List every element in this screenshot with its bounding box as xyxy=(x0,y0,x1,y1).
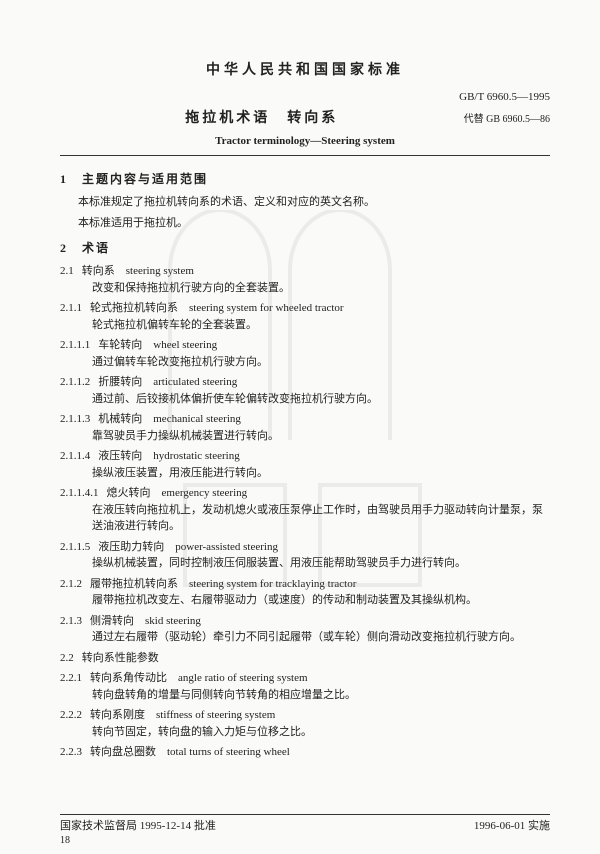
entry-number: 2.1.1.4 xyxy=(60,450,90,462)
term-entry: 2.2.3 转向盘总圈数 total turns of steering whee… xyxy=(60,744,550,761)
entry-term: 液压转向 hydrostatic steering xyxy=(98,450,239,462)
document-page: 中华人民共和国国家标准 GB/T 6960.5—1995 拖拉机术语 转向系 代… xyxy=(0,0,600,854)
term-entry: 2.2.1 转向系角传动比 angle ratio of steering sys… xyxy=(60,670,550,703)
entry-definition: 靠驾驶员手力操纵机械装置进行转向。 xyxy=(92,428,550,445)
entry-number: 2.1.1 xyxy=(60,302,82,314)
entry-definition: 通过左右履带（驱动轮）牵引力不同引起履带（或车轮）侧向滑动改变拖拉机行驶方向。 xyxy=(92,629,550,646)
entry-definition: 通过前、后铰接机体偏折使车轮偏转改变拖拉机行驶方向。 xyxy=(92,391,550,408)
term-entry: 2.1.1 轮式拖拉机转向系 steering system for wheele… xyxy=(60,300,550,333)
term-entry: 2.1.1.4.1 熄火转向 emergency steering 在液压转向拖拉机… xyxy=(60,485,550,535)
entry-definition: 操纵机械装置，同时控制液压伺服装置、用液压能帮助驾驶员手力进行转向。 xyxy=(92,555,550,572)
english-title: Tractor terminology—Steering system xyxy=(60,133,550,150)
term-entry: 2.1.1.3 机械转向 mechanical steering 靠驾驶员手力操纵机… xyxy=(60,411,550,444)
entry-definition: 履带拖拉机改变左、右履带驱动力（或速度）的传动和制动装置及其操纵机构。 xyxy=(92,592,550,609)
term-entry: 2.1.2 履带拖拉机转向系 steering system for trackl… xyxy=(60,576,550,609)
entry-definition: 转向盘转角的增量与同侧转向节转角的相应增量之比。 xyxy=(92,687,550,704)
entry-definition: 操纵液压装置，用液压能进行转向。 xyxy=(92,465,550,482)
entry-number: 2.1.1.3 xyxy=(60,413,90,425)
entry-definition: 在液压转向拖拉机上，发动机熄火或液压泵停止工作时，由驾驶员用手力驱动转向计量泵，… xyxy=(92,502,550,535)
footer-right: 1996-06-01 实施 xyxy=(474,818,550,835)
entry-number: 2.2.2 xyxy=(60,709,82,721)
entry-term: 折腰转向 articulated steering xyxy=(98,376,237,388)
term-entry: 2.1.1.1 车轮转向 wheel steering 通过偏转车轮改变拖拉机行驶方… xyxy=(60,337,550,370)
entry-term: 液压助力转向 power-assisted steering xyxy=(98,541,278,553)
entry-number: 2.2.1 xyxy=(60,672,82,684)
entry-number: 2.1.3 xyxy=(60,615,82,627)
entry-definition: 轮式拖拉机偏转车轮的全套装置。 xyxy=(92,317,550,334)
entry-number: 2.1.1.5 xyxy=(60,541,90,553)
term-entry: 2.1.3 侧滑转向 skid steering 通过左右履带（驱动轮）牵引力不同引… xyxy=(60,613,550,646)
entry-number: 2.1.1.4.1 xyxy=(60,487,99,499)
main-title: 中华人民共和国国家标准 xyxy=(60,60,550,81)
section1-heading: 1 主题内容与适用范围 xyxy=(60,170,550,188)
term-entry: 2.2 转向系性能参数 xyxy=(60,650,550,667)
footer: 国家技术监督局 1995-12-14 批准 1996-06-01 实施 xyxy=(60,814,550,835)
entry-definition: 转向节固定，转向盘的输入力矩与位移之比。 xyxy=(92,724,550,741)
entry-term: 转向系角传动比 angle ratio of steering system xyxy=(90,672,308,684)
entry-term: 履带拖拉机转向系 steering system for tracklaying… xyxy=(90,578,356,590)
term-entry: 2.1 转向系 steering system 改变和保持拖拉机行驶方向的全套装置。 xyxy=(60,263,550,296)
entry-number: 2.1.1.2 xyxy=(60,376,90,388)
entry-term: 机械转向 mechanical steering xyxy=(98,413,241,425)
footer-left: 国家技术监督局 1995-12-14 批准 xyxy=(60,818,216,835)
entry-number: 2.2.3 xyxy=(60,746,82,758)
term-entry: 2.2.2 转向系刚度 stiffness of steering system 转… xyxy=(60,707,550,740)
section1-p2: 本标准适用于拖拉机。 xyxy=(78,215,550,232)
term-entry: 2.1.1.5 液压助力转向 power-assisted steering 操纵机… xyxy=(60,539,550,572)
entry-number: 2.1 xyxy=(60,265,74,277)
entries-container: 2.1 转向系 steering system 改变和保持拖拉机行驶方向的全套装置。… xyxy=(60,263,550,761)
entry-number: 2.2 xyxy=(60,652,74,664)
entry-term: 侧滑转向 skid steering xyxy=(90,615,201,627)
entry-number: 2.1.2 xyxy=(60,578,82,590)
entry-term: 转向系 steering system xyxy=(82,265,194,277)
page-number: 18 xyxy=(60,833,70,848)
entry-term: 熄火转向 emergency steering xyxy=(107,487,248,499)
entry-number: 2.1.1.1 xyxy=(60,339,90,351)
entry-term: 转向系性能参数 xyxy=(82,652,159,664)
replaces-text: 代替 GB 6960.5—86 xyxy=(464,112,550,127)
subtitle-row: 拖拉机术语 转向系 代替 GB 6960.5—86 xyxy=(60,108,550,129)
entry-definition: 改变和保持拖拉机行驶方向的全套装置。 xyxy=(92,280,550,297)
term-entry: 2.1.1.2 折腰转向 articulated steering 通过前、后铰接机… xyxy=(60,374,550,407)
subtitle: 拖拉机术语 转向系 xyxy=(60,108,464,129)
entry-term: 转向系刚度 stiffness of steering system xyxy=(90,709,275,721)
section2-heading: 2 术语 xyxy=(60,239,550,257)
entry-definition: 通过偏转车轮改变拖拉机行驶方向。 xyxy=(92,354,550,371)
entry-term: 转向盘总圈数 total turns of steering wheel xyxy=(90,746,290,758)
entry-term: 车轮转向 wheel steering xyxy=(98,339,217,351)
entry-term: 轮式拖拉机转向系 steering system for wheeled tra… xyxy=(90,302,344,314)
term-entry: 2.1.1.4 液压转向 hydrostatic steering 操纵液压装置，用… xyxy=(60,448,550,481)
section1-p1: 本标准规定了拖拉机转向系的术语、定义和对应的英文名称。 xyxy=(78,194,550,211)
standard-code: GB/T 6960.5—1995 xyxy=(60,89,550,106)
header-divider xyxy=(60,155,550,156)
